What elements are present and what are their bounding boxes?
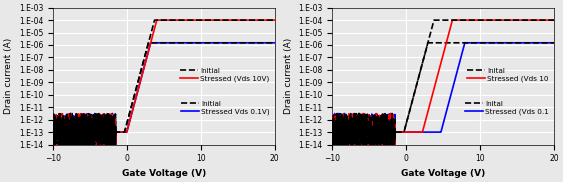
X-axis label: Gate Voltage (V): Gate Voltage (V) (122, 169, 206, 178)
Legend: Initial, Stressed Vds 0.1V): Initial, Stressed Vds 0.1V) (179, 99, 271, 116)
Y-axis label: Drain current (A): Drain current (A) (284, 38, 293, 114)
Y-axis label: Drain current (A): Drain current (A) (4, 38, 13, 114)
Legend: Inital, Stressed (Vds 0.1: Inital, Stressed (Vds 0.1 (463, 99, 551, 116)
X-axis label: Gate Voltage (V): Gate Voltage (V) (401, 169, 485, 178)
